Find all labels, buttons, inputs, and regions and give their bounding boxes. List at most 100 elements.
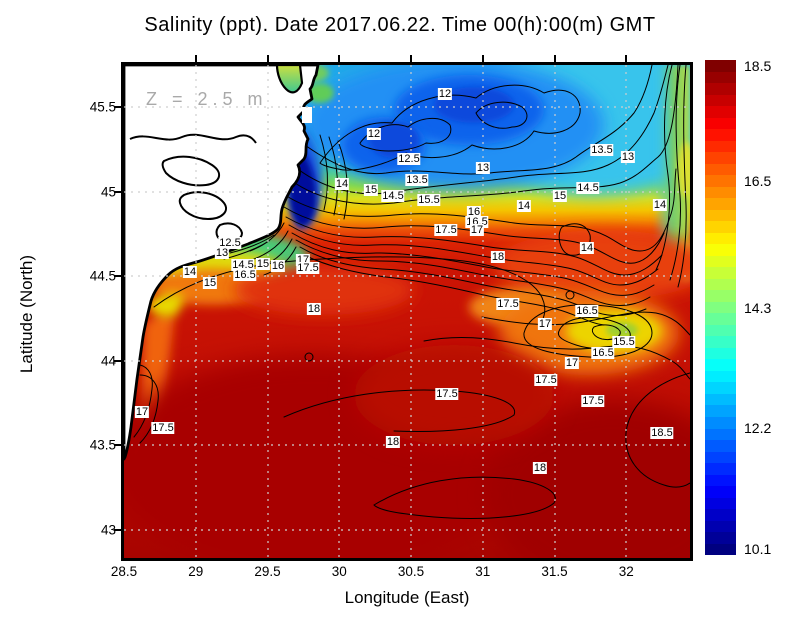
colorbar-segment bbox=[705, 324, 736, 337]
colorbar-segment bbox=[705, 451, 736, 464]
contour-label: 14.5 bbox=[231, 259, 255, 271]
colorbar-segment bbox=[705, 152, 736, 164]
colorbar-segment bbox=[705, 370, 736, 383]
colorbar-tick-label: 16.5 bbox=[744, 172, 772, 189]
contour-label: 16 bbox=[270, 260, 286, 272]
contour-label: 15 bbox=[363, 184, 379, 196]
colorbar-segment bbox=[705, 60, 736, 72]
colorbar-segment bbox=[705, 186, 736, 199]
danube-bay bbox=[275, 65, 304, 94]
colorbar-segment bbox=[705, 244, 736, 256]
top-tick-mark bbox=[481, 55, 484, 62]
colorbar-segment bbox=[705, 532, 736, 544]
left-tick-mark bbox=[114, 275, 121, 278]
contour-label: 13.5 bbox=[590, 144, 614, 156]
top-tick-mark bbox=[194, 55, 197, 62]
contour-label: 17.5 bbox=[151, 422, 175, 434]
colorbar-segment bbox=[705, 393, 736, 406]
colorbar-segment bbox=[705, 290, 736, 302]
top-tick-mark bbox=[266, 55, 269, 62]
colorbar-segment bbox=[705, 497, 736, 510]
colorbar-segment bbox=[705, 198, 736, 210]
colorbar-segment bbox=[705, 509, 736, 521]
left-tick-mark bbox=[114, 359, 121, 362]
contour-label: 18 bbox=[385, 436, 401, 448]
contour-label: 17.5 bbox=[435, 388, 459, 400]
colorbar-segment bbox=[705, 520, 736, 533]
x-axis-label: Longitude (East) bbox=[344, 588, 470, 607]
x-tick-label: 30 bbox=[331, 564, 347, 579]
contour-label: 18 bbox=[532, 462, 548, 474]
colorbar-tick-label: 10.1 bbox=[744, 541, 772, 558]
contour-label: 17 bbox=[537, 318, 553, 330]
colorbar-segment bbox=[705, 428, 736, 441]
colorbar-segment bbox=[705, 209, 736, 222]
colorbar-segment bbox=[705, 175, 736, 187]
y-axis-label: Latitude (North) bbox=[17, 254, 36, 374]
x-tick-label: 31.5 bbox=[541, 564, 568, 579]
colorbar-segment bbox=[705, 543, 736, 556]
contour-label: 17.5 bbox=[534, 374, 558, 386]
contour-label: 17 bbox=[564, 357, 580, 369]
contour-label: 16 bbox=[466, 206, 482, 218]
land-mask bbox=[124, 65, 320, 461]
colorbar-tick-label: 14.3 bbox=[744, 299, 772, 316]
colorbar bbox=[705, 60, 736, 556]
colorbar-segment bbox=[705, 221, 736, 233]
contour-label: 14 bbox=[516, 200, 532, 212]
y-tick-label: 43 bbox=[100, 522, 116, 538]
colorbar-segment bbox=[705, 474, 736, 487]
colorbar-segment bbox=[705, 267, 736, 279]
top-tick-mark bbox=[338, 55, 341, 62]
colorbar-segment bbox=[705, 313, 736, 325]
x-tick-label: 28.5 bbox=[110, 564, 138, 579]
y-tick-label: 43.5 bbox=[89, 437, 116, 453]
x-tick-label: 29 bbox=[188, 564, 204, 579]
contour-label: 17.5 bbox=[581, 395, 605, 407]
x-tick-label: 32 bbox=[618, 564, 634, 579]
depth-annotation: Z = 2.5 m bbox=[146, 89, 268, 109]
contour-label: 14 bbox=[182, 266, 198, 278]
y-tick-label: 44.5 bbox=[89, 268, 116, 284]
contour-label: 13 bbox=[475, 162, 491, 174]
map-plot-area bbox=[121, 62, 693, 561]
x-tick-label: 31 bbox=[475, 564, 491, 579]
colorbar-segment bbox=[705, 486, 736, 498]
contour-label: 13.5 bbox=[405, 174, 429, 186]
contour-label: 15 bbox=[255, 258, 271, 270]
colorbar-segment bbox=[705, 382, 736, 394]
lake-1 bbox=[161, 155, 221, 187]
contour-label: 12 bbox=[437, 88, 453, 100]
contour-label: 18 bbox=[306, 303, 322, 315]
contour-label: 16.5 bbox=[233, 269, 257, 281]
colorbar-segment bbox=[705, 106, 736, 118]
salinity-field-map bbox=[124, 65, 690, 558]
contour-label: 14 bbox=[334, 178, 350, 190]
lake-2 bbox=[178, 191, 227, 221]
colorbar-segment bbox=[705, 416, 736, 429]
gridlines bbox=[124, 65, 690, 558]
chart-title: Salinity (ppt). Date 2017.06.22. Time 00… bbox=[144, 14, 656, 36]
colorbar-segment bbox=[705, 463, 736, 475]
y-tick-label: 44 bbox=[100, 353, 116, 369]
top-tick-mark bbox=[410, 55, 412, 62]
contour-label: 13 bbox=[620, 151, 636, 163]
contour-label: 15.5 bbox=[612, 336, 636, 348]
lagoon-shore bbox=[129, 133, 257, 144]
contour-label: 16.5 bbox=[575, 305, 599, 317]
y-tick-label: 45.5 bbox=[89, 99, 116, 115]
contour-label: 14 bbox=[652, 199, 668, 211]
colorbar-tick-label: 12.2 bbox=[744, 420, 772, 437]
top-tick-mark bbox=[625, 55, 628, 62]
contour-lines bbox=[133, 65, 690, 519]
contour-label: 17 bbox=[469, 224, 485, 236]
top-tick-mark bbox=[553, 55, 556, 62]
colorbar-segment bbox=[705, 301, 736, 314]
contour-label: 14.5 bbox=[576, 182, 600, 194]
colorbar-segment bbox=[705, 336, 736, 348]
colorbar-segment bbox=[705, 232, 736, 245]
colorbar-segment bbox=[705, 405, 736, 417]
contour-label: 12.5 bbox=[218, 237, 242, 249]
x-tick-label: 30.5 bbox=[397, 564, 425, 579]
